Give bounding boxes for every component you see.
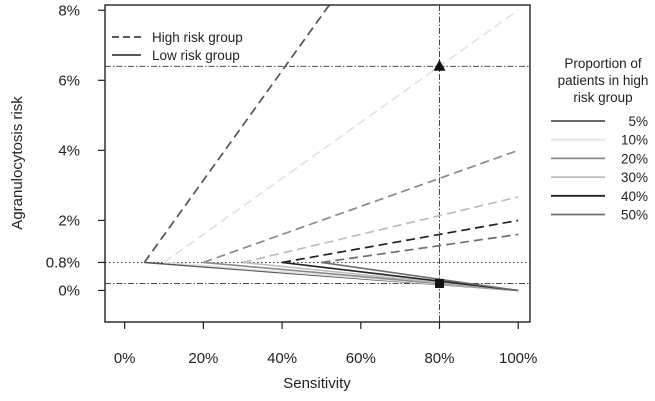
high-risk-line-10pct (163, 9, 519, 264)
legend-high-risk-label: High risk group (152, 30, 243, 45)
plot-frame (104, 4, 531, 323)
line-style-legend: High risk group Low risk group (112, 30, 243, 63)
y-axis-title: Agranulocytosis risk (9, 96, 26, 230)
x-tick-label: 0% (114, 350, 136, 367)
high-risk-line-50pct (321, 233, 519, 264)
proportion-legend-title-line-1: Proportion of (564, 56, 642, 71)
high-risk-line-20pct (203, 149, 519, 264)
y-tick-label: 6% (58, 72, 80, 89)
proportion-legend: Proportion of patients in high risk grou… (551, 56, 648, 223)
y-tick-label: 0% (58, 282, 80, 299)
x-tick-label: 60% (346, 350, 376, 367)
y-tick-label: 0.8% (46, 254, 80, 271)
proportion-legend-label: 10% (621, 133, 648, 148)
proportion-legend-label: 30% (621, 170, 648, 185)
y-tick-label: 8% (58, 2, 80, 19)
x-tick-label: 100% (499, 350, 537, 367)
high-risk-line-40pct (281, 219, 519, 264)
low-risk-line-50pct (321, 261, 519, 292)
proportion-legend-label: 20% (621, 151, 648, 166)
low-risk-line-40pct (281, 261, 519, 292)
x-tick-label: 40% (267, 350, 297, 367)
low-risk-square-marker (434, 278, 444, 288)
y-tick-label: 4% (58, 142, 80, 159)
axes: 0% 20% 40% 60% 80% 100% 0% 0.8% 2% 4% 6% 8% (46, 2, 538, 367)
series-lines (143, 5, 519, 292)
y-tick-label: 2% (58, 212, 80, 229)
proportion-legend-title-line-2: patients in high (558, 73, 649, 88)
high-risk-line-30pct (242, 196, 519, 264)
proportion-legend-label: 50% (621, 208, 648, 223)
proportion-legend-label: 5% (628, 114, 648, 129)
x-tick-label: 80% (424, 350, 454, 367)
x-axis-title: Sensitivity (283, 375, 351, 392)
legend-low-risk-label: Low risk group (152, 48, 240, 63)
proportion-legend-label: 40% (621, 189, 648, 204)
high-risk-line-5pct (143, 5, 330, 263)
x-tick-label: 20% (188, 350, 218, 367)
proportion-legend-title-line-3: risk group (573, 90, 632, 105)
high-risk-triangle-marker (433, 59, 446, 71)
markers (433, 59, 446, 288)
